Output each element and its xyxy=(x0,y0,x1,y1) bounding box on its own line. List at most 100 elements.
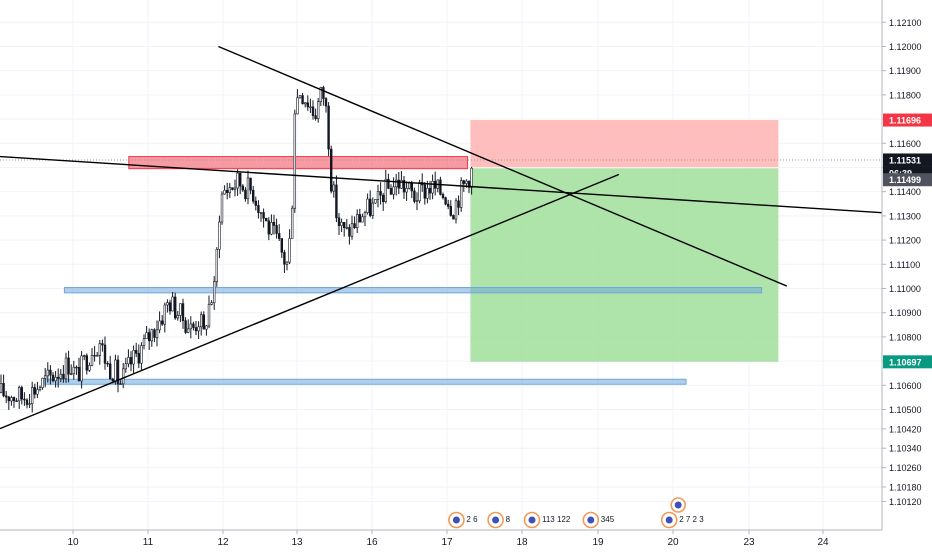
y-tick-label: 1.11800 xyxy=(889,90,921,100)
zone-layer xyxy=(0,120,882,385)
candle-body xyxy=(252,189,255,202)
candle-body xyxy=(376,191,380,200)
falling-trendline[interactable] xyxy=(218,45,788,287)
candle-body xyxy=(64,357,68,380)
candle-body xyxy=(329,148,333,192)
x-tick-label: 13 xyxy=(291,537,303,548)
candle-body xyxy=(296,97,299,115)
y-tick-label: 1.10500 xyxy=(889,405,922,415)
candle-body xyxy=(374,199,377,204)
x-tick-label: 19 xyxy=(592,537,604,548)
candle-body xyxy=(101,343,104,346)
x-tick-label: 18 xyxy=(516,537,528,548)
candle-body xyxy=(246,177,250,200)
candle-body xyxy=(324,98,328,107)
candle-body xyxy=(161,320,164,325)
candle-body xyxy=(405,187,408,193)
candle-body xyxy=(332,184,335,192)
time-axis-background xyxy=(0,530,932,550)
candle-body xyxy=(114,359,117,382)
candle-body xyxy=(179,303,182,316)
stop-loss-zone xyxy=(470,120,779,168)
economic-event-label: 2 7 2 3 xyxy=(679,515,704,524)
candle-body xyxy=(0,383,3,393)
candle-body xyxy=(293,113,296,209)
take-profit-zone xyxy=(470,167,779,362)
resistance-zone xyxy=(128,156,469,170)
candle-body xyxy=(231,187,234,190)
candle-body xyxy=(327,105,330,150)
price-badge-label: 1.11499 xyxy=(889,175,921,185)
candle-body xyxy=(150,329,153,342)
rising-trendline[interactable] xyxy=(0,173,620,430)
candle-body xyxy=(184,320,187,333)
candle-body xyxy=(20,387,23,400)
candle-body xyxy=(314,115,317,119)
candle-body xyxy=(62,373,65,380)
candle-body xyxy=(36,389,39,395)
currency-flag-icon xyxy=(492,516,500,524)
candle-body xyxy=(335,184,338,219)
candle-body xyxy=(98,343,102,356)
candle-body xyxy=(288,238,291,263)
candle-body xyxy=(5,395,8,398)
y-tick-label: 1.11100 xyxy=(889,260,920,270)
candle-body xyxy=(303,102,307,105)
candle-body xyxy=(135,349,138,354)
candle-body xyxy=(449,206,452,216)
price-badge-label: 1.11531 xyxy=(889,155,921,165)
candle-body xyxy=(171,296,174,312)
candle-body xyxy=(309,106,312,108)
candle-body xyxy=(415,200,419,202)
candle-body xyxy=(28,403,31,405)
y-tick-label: 1.11400 xyxy=(889,187,921,197)
candle-body xyxy=(381,194,385,203)
flat-trendline[interactable] xyxy=(0,155,883,214)
candle-body xyxy=(277,233,281,239)
candle-body xyxy=(353,223,356,229)
candle-body xyxy=(280,238,283,253)
candle-body xyxy=(85,355,89,371)
candle-body xyxy=(355,214,359,229)
price-badge xyxy=(883,153,932,167)
candle-body xyxy=(210,302,213,305)
y-tick-label: 1.10260 xyxy=(889,463,922,473)
candle-body xyxy=(387,178,390,189)
candle-body xyxy=(402,180,406,193)
candle-body xyxy=(226,189,229,193)
x-tick-label: 11 xyxy=(143,537,154,548)
candle-body xyxy=(43,375,47,379)
candle-body xyxy=(23,398,26,401)
y-tick-label: 1.10340 xyxy=(889,444,922,454)
candle-body xyxy=(166,302,169,306)
candle-body xyxy=(46,369,50,377)
price-badge-label: 1.11696 xyxy=(889,116,921,126)
candle-body xyxy=(72,366,76,375)
candle-body xyxy=(77,367,81,382)
candle-body xyxy=(93,355,96,357)
candle-body xyxy=(392,186,395,195)
candle-body xyxy=(197,326,200,332)
candle-body xyxy=(345,227,348,229)
candle-body xyxy=(194,327,198,332)
candle-body xyxy=(418,182,421,202)
y-tick-label: 1.10800 xyxy=(889,332,922,342)
candle-body xyxy=(181,303,185,321)
x-tick-label: 16 xyxy=(366,537,378,548)
candle-body xyxy=(298,95,302,99)
candle-body xyxy=(223,189,226,195)
candle-body xyxy=(340,221,343,226)
candle-body xyxy=(33,387,37,395)
candle-body xyxy=(348,227,351,237)
candle-body xyxy=(124,363,128,370)
candle-body xyxy=(49,369,52,376)
candle-body xyxy=(122,368,125,385)
candle-body xyxy=(7,396,11,402)
y-tick-label: 1.11600 xyxy=(889,139,921,149)
candle-body xyxy=(262,212,265,219)
x-tick-label: 20 xyxy=(667,537,679,548)
economic-event-label: 2 6 xyxy=(466,515,478,524)
